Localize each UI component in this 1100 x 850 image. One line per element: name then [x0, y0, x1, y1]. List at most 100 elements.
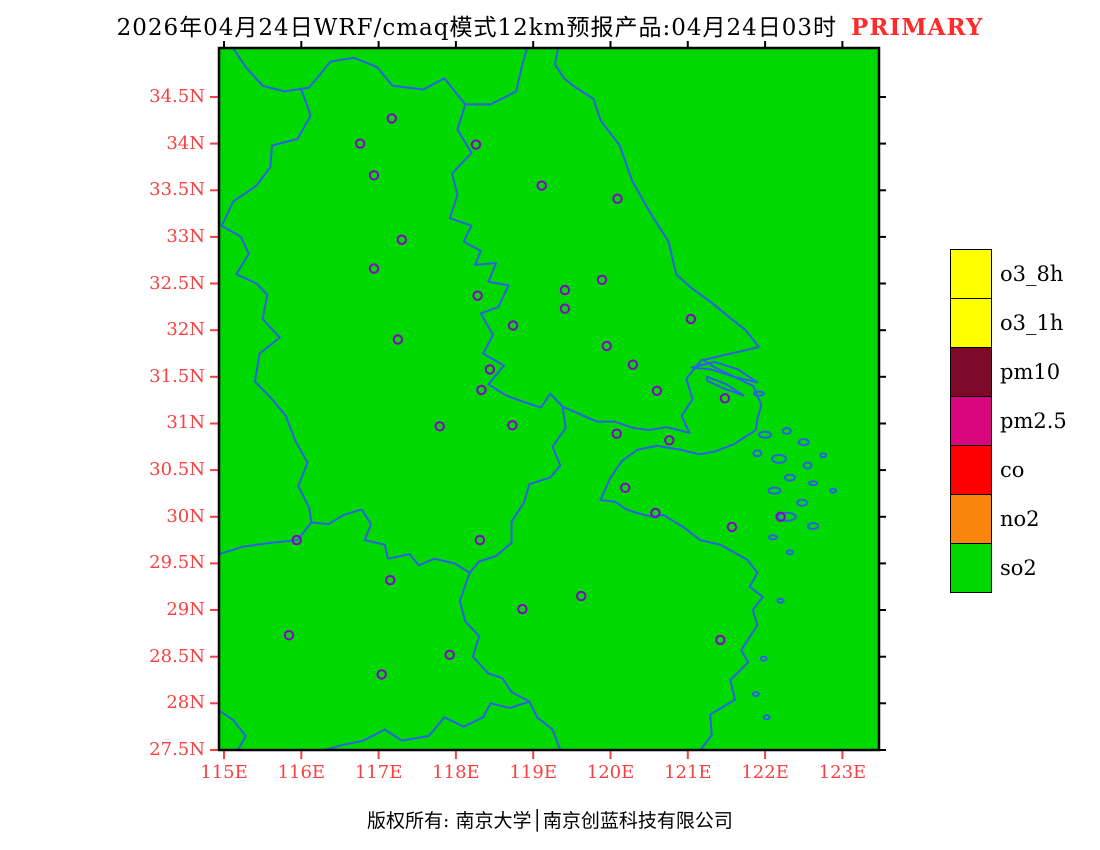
boundary-henan-anhui-west: [220, 88, 313, 524]
y-axis-label: 33.5N: [149, 179, 205, 201]
boundary-anhui-jiangxi: [310, 508, 471, 574]
station-marker: [775, 511, 786, 522]
province-boundaries: [218, 47, 838, 751]
station-marker: [472, 290, 483, 301]
station-marker: [715, 634, 726, 646]
legend-item: co: [950, 445, 1067, 495]
station-marker: [517, 603, 528, 615]
y-axis-label: 34.5N: [149, 85, 205, 107]
x-axis-label: 123E: [818, 762, 867, 783]
y-axis-label: 28N: [166, 692, 205, 714]
station-marker: [650, 507, 661, 519]
station-marker: [476, 384, 487, 396]
y-axis-label: 31.5N: [149, 365, 205, 387]
island: [767, 534, 778, 541]
legend-color-swatch: [950, 396, 992, 446]
station-marker: [474, 534, 486, 546]
station-marker: [470, 139, 482, 150]
station-marker: [392, 334, 404, 345]
boundary-shandong-north: [232, 47, 528, 106]
x-axis-label: 120E: [586, 762, 635, 783]
station-marker: [664, 435, 675, 446]
y-axis-label: 30.5N: [149, 459, 205, 481]
station-marker: [507, 420, 518, 431]
station-marker: [368, 263, 380, 274]
island: [797, 438, 810, 447]
y-axis-label: 32N: [166, 319, 205, 341]
legend-label: co: [1000, 458, 1025, 482]
station-marker: [368, 170, 380, 181]
boundary-anhui-zhejiang: [468, 405, 567, 574]
pollutant-legend: o3_8h o3_1h pm10 pm2.5 co no2 so2: [950, 249, 1067, 593]
legend-item: o3_1h: [950, 298, 1067, 348]
island: [758, 430, 773, 439]
station-marker: [601, 340, 612, 352]
x-axis-label: 121E: [664, 762, 712, 783]
y-axis-label: 29.5N: [149, 552, 205, 574]
legend-item: no2: [950, 494, 1067, 544]
y-axis-label: 30N: [166, 505, 205, 527]
island: [829, 487, 838, 494]
x-axis-label: 118E: [432, 762, 480, 783]
legend-label: no2: [1000, 507, 1040, 531]
x-axis-label: 122E: [741, 762, 789, 783]
station-markers: [283, 113, 786, 680]
y-axis-label: 33N: [166, 225, 205, 247]
station-marker: [291, 534, 302, 546]
legend-color-swatch: [950, 298, 992, 348]
station-marker: [283, 630, 295, 641]
island: [807, 522, 820, 531]
legend-color-swatch: [950, 494, 992, 544]
station-marker: [726, 521, 738, 533]
station-marker: [576, 590, 587, 602]
station-marker: [507, 320, 519, 331]
island: [802, 461, 813, 470]
station-marker: [627, 359, 639, 370]
y-axis-label: 32.5N: [149, 272, 205, 294]
legend-color-swatch: [950, 445, 992, 495]
x-axis-label: 116E: [277, 762, 326, 783]
island: [785, 549, 794, 556]
island: [783, 473, 796, 482]
legend-label: pm2.5: [1000, 409, 1067, 433]
title-flag: PRIMARY: [851, 14, 984, 41]
boundary-jiangsu-zhejiang: [561, 405, 691, 434]
legend-label: o3_8h: [1000, 262, 1064, 286]
map-plot: [210, 41, 886, 759]
legend-color-swatch: [950, 347, 992, 397]
island: [752, 449, 763, 458]
legend-label: so2: [1000, 556, 1037, 580]
island: [759, 655, 768, 662]
island: [771, 453, 787, 464]
y-axis-label: 27.5N: [149, 738, 205, 760]
legend-color-swatch: [950, 249, 992, 299]
legend-item: pm10: [950, 347, 1067, 397]
y-axis-label: 31N: [166, 412, 205, 434]
boundary-chongming-island: [690, 360, 759, 384]
copyright-text: 版权所有: 南京大学│南京创蓝科技有限公司: [367, 810, 733, 832]
station-marker: [559, 284, 571, 296]
legend-label: o3_1h: [1000, 311, 1064, 335]
island: [776, 511, 797, 522]
boundary-jiangxi-fujian: [323, 700, 531, 751]
station-marker: [685, 313, 697, 325]
x-axis-label: 119E: [509, 762, 557, 783]
station-marker: [354, 138, 366, 149]
island: [752, 390, 765, 397]
legend-item: o3_8h: [950, 249, 1067, 299]
station-marker: [559, 303, 571, 314]
map-background: [219, 48, 879, 750]
station-marker: [396, 234, 408, 245]
island: [751, 691, 760, 697]
boundary-southwest-corner: [218, 709, 247, 751]
station-marker: [536, 180, 547, 191]
boundary-hubei-jiangxi: [218, 521, 313, 556]
station-marker: [385, 575, 396, 586]
legend-color-swatch: [950, 543, 992, 593]
map-frame: [217, 46, 881, 752]
island: [767, 486, 782, 495]
title-main: 2026年04月24日WRF/cmaq模式12km预报产品:04月24日03时: [116, 15, 838, 41]
page-title: 2026年04月24日WRF/cmaq模式12km预报产品:04月24日03时 P…: [0, 8, 1100, 42]
station-marker: [376, 669, 387, 680]
